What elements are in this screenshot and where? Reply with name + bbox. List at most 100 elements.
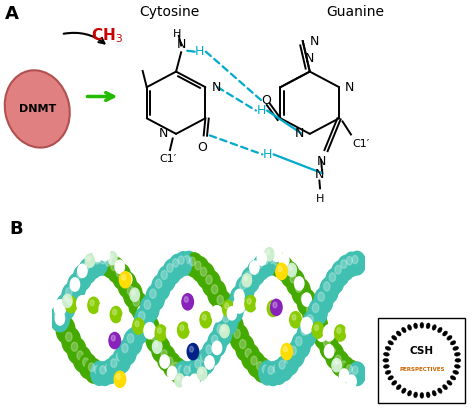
Circle shape <box>111 359 117 367</box>
Circle shape <box>247 260 265 285</box>
Circle shape <box>147 326 150 330</box>
Circle shape <box>318 328 324 337</box>
Circle shape <box>70 278 80 291</box>
Circle shape <box>109 254 113 259</box>
Circle shape <box>117 262 120 267</box>
Circle shape <box>270 360 287 384</box>
Circle shape <box>310 310 319 324</box>
Circle shape <box>145 323 155 336</box>
Circle shape <box>68 273 86 299</box>
Circle shape <box>290 346 296 355</box>
Ellipse shape <box>438 327 442 333</box>
Circle shape <box>54 300 66 316</box>
Circle shape <box>222 300 234 317</box>
Ellipse shape <box>392 336 397 340</box>
Circle shape <box>62 328 81 354</box>
Circle shape <box>111 335 115 341</box>
Circle shape <box>102 250 105 254</box>
Circle shape <box>65 297 77 313</box>
Circle shape <box>219 308 237 335</box>
Circle shape <box>60 321 66 331</box>
Circle shape <box>307 315 313 324</box>
Circle shape <box>62 283 81 309</box>
Circle shape <box>341 361 347 370</box>
Circle shape <box>65 287 72 297</box>
Ellipse shape <box>447 336 452 340</box>
Circle shape <box>212 341 222 354</box>
Circle shape <box>281 350 299 375</box>
Circle shape <box>346 323 357 339</box>
Circle shape <box>205 356 214 369</box>
Circle shape <box>191 355 209 380</box>
Circle shape <box>335 265 341 274</box>
Circle shape <box>88 297 100 313</box>
Circle shape <box>259 361 276 385</box>
Circle shape <box>184 366 190 374</box>
Circle shape <box>180 325 184 331</box>
Circle shape <box>186 253 203 277</box>
Ellipse shape <box>385 347 391 350</box>
Circle shape <box>292 332 310 358</box>
Circle shape <box>307 305 313 314</box>
Ellipse shape <box>443 331 447 336</box>
Circle shape <box>190 347 193 352</box>
Circle shape <box>279 261 285 269</box>
Ellipse shape <box>453 347 458 350</box>
Circle shape <box>239 339 246 349</box>
Text: PERSPECTIVES: PERSPECTIVES <box>399 367 445 372</box>
Circle shape <box>314 325 319 331</box>
Circle shape <box>349 377 352 382</box>
Circle shape <box>108 251 117 265</box>
Circle shape <box>80 266 83 271</box>
Circle shape <box>259 252 276 276</box>
Circle shape <box>195 261 201 270</box>
Circle shape <box>124 282 142 308</box>
Circle shape <box>343 360 360 385</box>
Circle shape <box>122 344 128 353</box>
Circle shape <box>100 366 106 374</box>
Circle shape <box>346 256 352 265</box>
Circle shape <box>230 286 249 312</box>
Ellipse shape <box>414 392 418 398</box>
Circle shape <box>91 361 108 385</box>
Circle shape <box>77 296 88 312</box>
Circle shape <box>57 314 60 319</box>
Circle shape <box>230 325 249 351</box>
Circle shape <box>133 323 139 332</box>
Circle shape <box>72 280 75 285</box>
Circle shape <box>152 274 170 300</box>
Circle shape <box>146 285 164 311</box>
Circle shape <box>71 278 78 287</box>
Circle shape <box>267 300 279 317</box>
Circle shape <box>60 298 66 308</box>
Circle shape <box>349 251 365 275</box>
Ellipse shape <box>388 376 393 380</box>
Circle shape <box>202 271 220 297</box>
Ellipse shape <box>414 323 418 329</box>
Circle shape <box>92 248 102 262</box>
Circle shape <box>135 321 139 327</box>
Circle shape <box>190 364 195 372</box>
Circle shape <box>150 331 156 340</box>
Circle shape <box>197 349 215 374</box>
Circle shape <box>239 280 246 290</box>
Circle shape <box>264 248 274 261</box>
Circle shape <box>348 326 352 331</box>
Circle shape <box>242 344 260 370</box>
Circle shape <box>167 366 177 380</box>
Circle shape <box>276 263 287 279</box>
Circle shape <box>234 297 245 313</box>
Circle shape <box>85 359 102 383</box>
Circle shape <box>295 336 302 346</box>
Circle shape <box>102 253 119 278</box>
Circle shape <box>133 318 144 334</box>
Text: O: O <box>261 94 271 107</box>
Circle shape <box>352 256 358 264</box>
Ellipse shape <box>388 341 393 345</box>
Circle shape <box>318 292 324 301</box>
Circle shape <box>102 359 119 383</box>
Circle shape <box>101 304 105 310</box>
Circle shape <box>94 365 100 374</box>
Circle shape <box>224 297 243 323</box>
Circle shape <box>303 320 307 326</box>
